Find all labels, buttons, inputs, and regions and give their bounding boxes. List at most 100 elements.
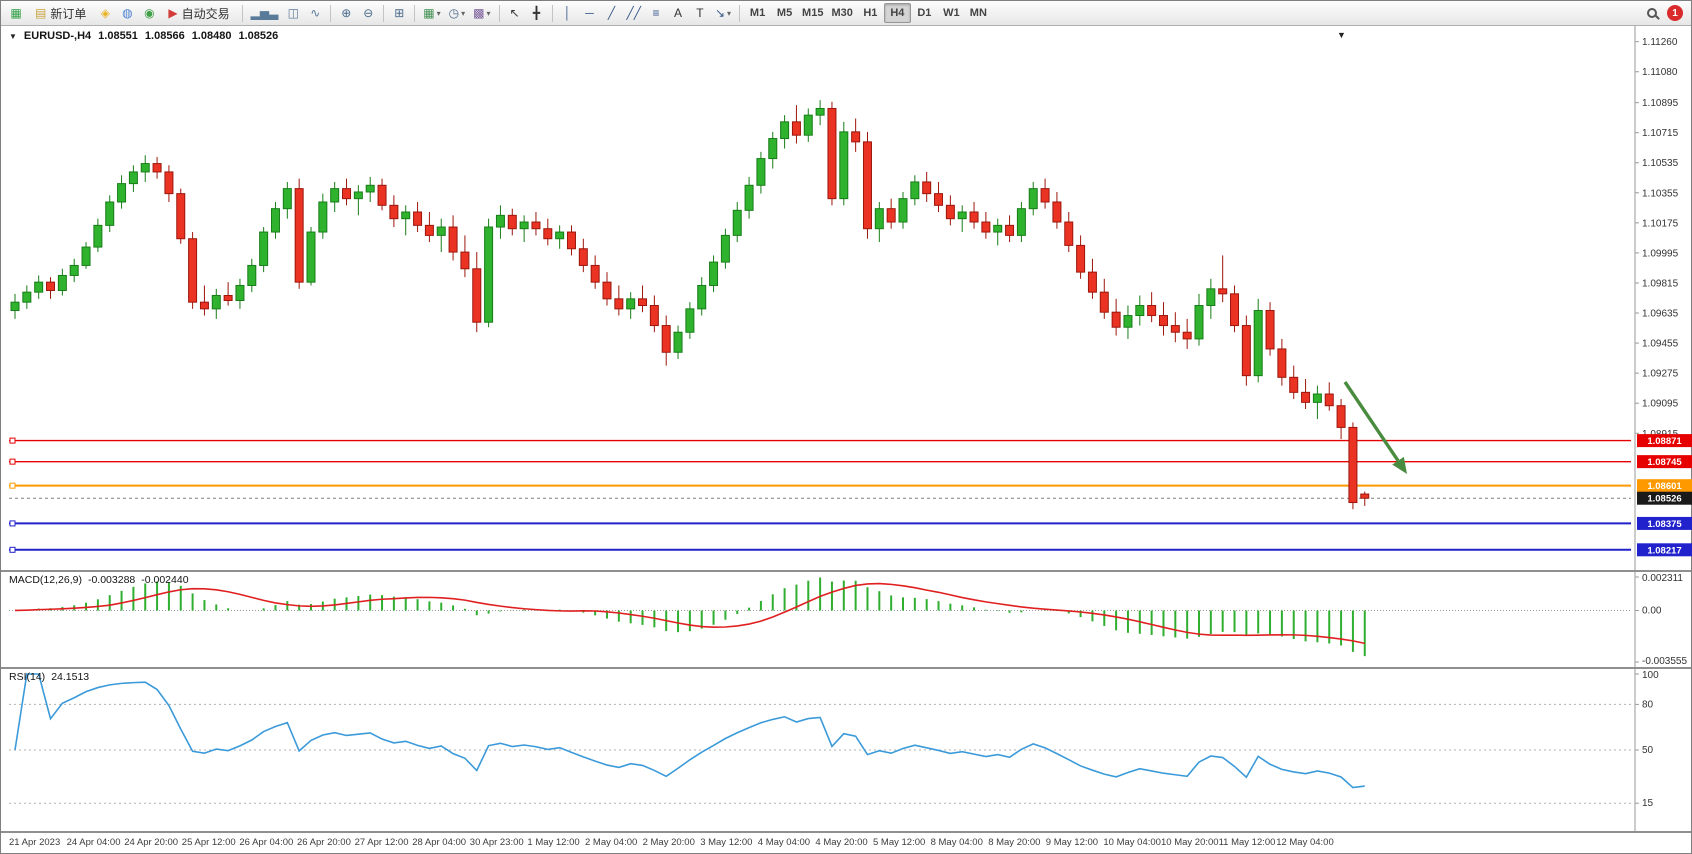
trendline-icon[interactable]: ╱ bbox=[601, 3, 623, 23]
candle bbox=[566, 231, 576, 250]
candle bbox=[436, 226, 446, 236]
chart-window-icon[interactable]: ▦ bbox=[5, 3, 27, 23]
candlestick-chart-icon[interactable]: ◫ bbox=[282, 3, 304, 23]
toolbar-groups: ▦ ▤ 新订单 ◈ ◍ ◉ ▶ 自动交易 ▂▅▃ ◫ ∿ ⊕ ⊖ ⊞ ▦ ▾ ◷ ▾ ▩ ▾ ↖ ╋ │ ─ ╱ ╱╱ ≡ A T ↘ ▾ M… bbox=[5, 3, 992, 23]
macd-axis-label: 0.002311 bbox=[1642, 573, 1683, 584]
candle bbox=[294, 188, 304, 283]
candle bbox=[803, 114, 813, 136]
tile-windows-icon: ⊞ bbox=[394, 6, 405, 20]
chart-header: ▼ EURUSD-,H4 1.08551 1.08566 1.08480 1.0… bbox=[9, 30, 278, 42]
bar-chart-icon: ▂▅▃ bbox=[250, 6, 279, 20]
support-resistance-line[interactable] bbox=[9, 458, 1631, 465]
timeframe-h1-button[interactable]: H1 bbox=[863, 7, 878, 19]
timeframe-w1-button[interactable]: W1 bbox=[943, 7, 960, 19]
chart-symbol-period: EURUSD-,H4 bbox=[23, 30, 92, 42]
support-resistance-line[interactable] bbox=[9, 437, 1631, 444]
candle bbox=[1241, 325, 1251, 377]
auto-trading-button[interactable]: ▶ 自动交易 bbox=[160, 3, 237, 23]
candle bbox=[543, 228, 553, 240]
auto-trading-button-icon: ▶ bbox=[168, 6, 178, 20]
line-handle[interactable] bbox=[9, 458, 16, 465]
period-icon[interactable]: ◷ ▾ bbox=[445, 3, 470, 23]
shift-marker-icon[interactable]: ▼ bbox=[1337, 30, 1346, 40]
horizontal-line-icon[interactable]: ─ bbox=[579, 3, 601, 23]
candle bbox=[164, 171, 174, 195]
candle bbox=[401, 211, 411, 220]
arrows-icon[interactable]: ↘ ▾ bbox=[711, 3, 735, 23]
candle bbox=[531, 221, 541, 230]
community-icon[interactable]: ◉ bbox=[138, 3, 160, 23]
candle bbox=[306, 231, 316, 283]
time-axis-label: 26 Apr 04:00 bbox=[239, 837, 294, 848]
support-resistance-line[interactable] bbox=[9, 520, 1631, 527]
support-resistance-line[interactable] bbox=[9, 482, 1631, 489]
toolbar-separator bbox=[739, 4, 741, 22]
zoom-in-icon: ⊕ bbox=[341, 6, 352, 20]
line-handle[interactable] bbox=[9, 482, 16, 489]
price-badges: 1.08871 1.08745 1.08601 1.08526 1.08375 1.082… bbox=[1637, 434, 1692, 557]
candle bbox=[969, 211, 979, 223]
candle bbox=[590, 264, 600, 283]
zoom-out-icon[interactable]: ⊖ bbox=[357, 3, 379, 23]
candle bbox=[117, 183, 127, 203]
timeframe-m1-button[interactable]: M1 bbox=[749, 7, 766, 19]
zoom-in-icon[interactable]: ⊕ bbox=[335, 3, 357, 23]
candle bbox=[661, 325, 671, 353]
candle bbox=[495, 214, 505, 228]
price-badge bbox=[1637, 479, 1692, 493]
compass-icon[interactable]: ◈ bbox=[94, 3, 116, 23]
candle bbox=[10, 301, 20, 312]
crosshair-icon[interactable]: ╋ bbox=[526, 3, 548, 23]
cursor-icon[interactable]: ↖ bbox=[504, 3, 526, 23]
candle bbox=[140, 163, 150, 173]
candle bbox=[81, 246, 91, 266]
rsi-axis-label: 50 bbox=[1642, 745, 1654, 756]
timeframe-m30-button[interactable]: M30 bbox=[831, 7, 853, 19]
timeframe-h4-button[interactable]: H4 bbox=[883, 3, 911, 23]
candle bbox=[57, 274, 67, 291]
price-badge bbox=[1637, 516, 1692, 530]
support-resistance-line[interactable] bbox=[9, 546, 1631, 553]
timeframe-mn-button[interactable]: MN bbox=[969, 7, 987, 19]
tile-windows-icon[interactable]: ⊞ bbox=[388, 3, 410, 23]
line-handle[interactable] bbox=[9, 437, 16, 444]
text-icon[interactable]: A bbox=[667, 3, 689, 23]
symbol-collapse-icon[interactable]: ▼ bbox=[9, 31, 17, 41]
vertical-line-icon[interactable]: │ bbox=[557, 3, 579, 23]
dropdown-caret-icon: ▾ bbox=[727, 8, 732, 18]
macd-signal-value: -0.002440 bbox=[141, 574, 189, 586]
timeframe-m15-button[interactable]: M15 bbox=[802, 7, 824, 19]
candle bbox=[389, 204, 399, 220]
bar-chart-icon[interactable]: ▂▅▃ bbox=[247, 3, 283, 23]
profile-icon[interactable]: ◍ bbox=[116, 3, 138, 23]
label-icon[interactable]: T bbox=[689, 3, 711, 23]
channel-icon: ╱╱ bbox=[626, 6, 641, 20]
candle bbox=[945, 204, 955, 220]
candle bbox=[1111, 311, 1121, 328]
trend-arrow-annotation[interactable] bbox=[1343, 381, 1407, 474]
search-icon[interactable] bbox=[1647, 8, 1657, 18]
time-axis: 21 Apr 2023 24 Apr 04:00 24 Apr 20:00 25 Ap… bbox=[1, 833, 1691, 853]
line-handle[interactable] bbox=[9, 520, 16, 527]
timeframe-m5-button[interactable]: M5 bbox=[776, 7, 793, 19]
fibonacci-icon[interactable]: ≡ bbox=[645, 3, 667, 23]
candle bbox=[1087, 271, 1097, 293]
new-chart-icon[interactable]: ▦ ▾ bbox=[419, 3, 444, 23]
candle bbox=[922, 181, 932, 195]
new-order-button-icon: ▤ bbox=[35, 6, 47, 20]
line-chart-icon[interactable]: ∿ bbox=[304, 3, 326, 23]
candle bbox=[827, 107, 837, 200]
price-axis-label: 1.09275 bbox=[1642, 369, 1679, 380]
line-handle[interactable] bbox=[9, 546, 16, 553]
channel-icon[interactable]: ╱╱ bbox=[623, 3, 645, 23]
candle bbox=[1016, 208, 1026, 236]
crosshair-icon: ╋ bbox=[532, 6, 541, 20]
candle bbox=[507, 214, 517, 230]
timeframe-d1-button[interactable]: D1 bbox=[917, 7, 932, 19]
rsi-panel: 100 80 50 15 RSI(14) 24.1513 bbox=[1, 669, 1691, 833]
notification-badge[interactable]: 1 bbox=[1667, 5, 1683, 21]
new-order-button[interactable]: ▤ 新订单 bbox=[27, 3, 94, 23]
time-axis-label: 8 May 04:00 bbox=[930, 837, 983, 848]
candle bbox=[318, 201, 328, 233]
template-icon[interactable]: ▩ ▾ bbox=[469, 3, 494, 23]
